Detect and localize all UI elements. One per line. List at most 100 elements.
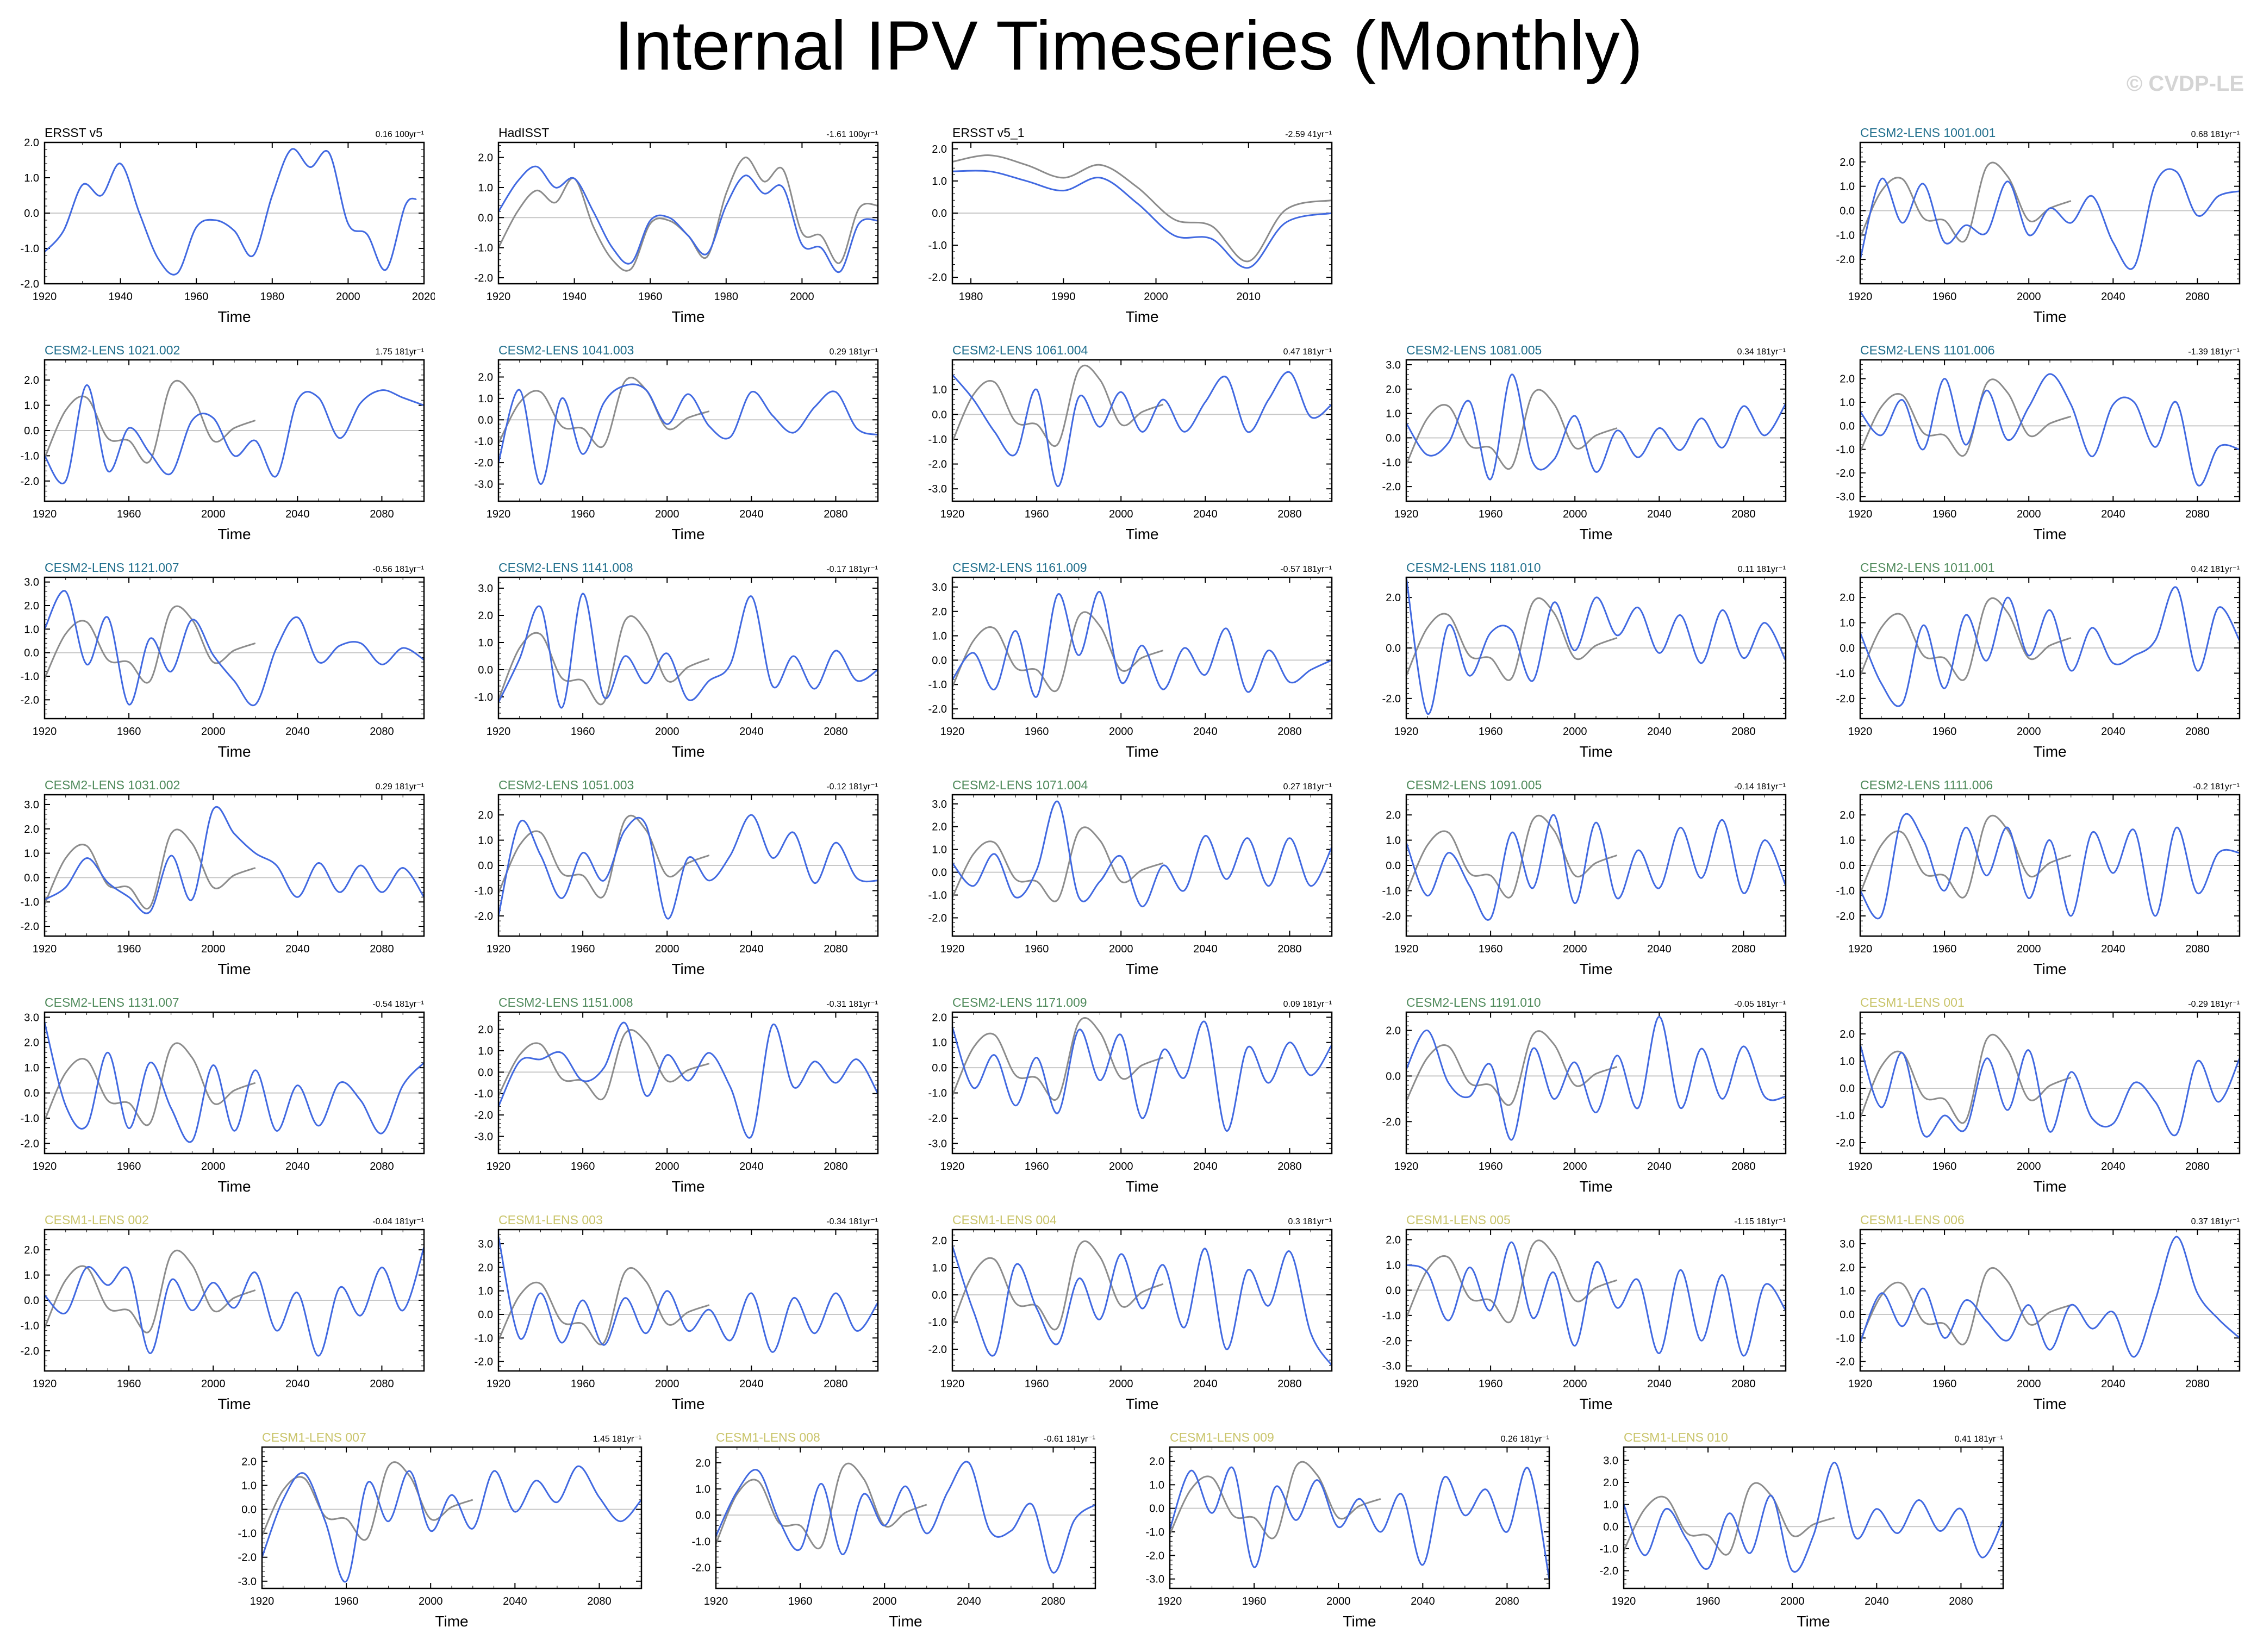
panel-5: CESM2-LENS 1041.003 0.29 181yr⁻¹ -3.0 -2.0 -… bbox=[475, 343, 879, 543]
y-tick-label: -2.0 bbox=[21, 1138, 39, 1150]
y-tick-label: 1.0 bbox=[1840, 1056, 1855, 1068]
x-axis-label: Time bbox=[1797, 1613, 1830, 1630]
y-tick-label: -1.0 bbox=[928, 240, 947, 252]
plot-frame bbox=[951, 1011, 1333, 1155]
x-tick-label: 2040 bbox=[503, 1595, 527, 1607]
x-tick-label: 2000 bbox=[655, 1161, 679, 1173]
series-line bbox=[715, 1461, 1096, 1574]
series-line bbox=[1169, 1466, 1550, 1579]
x-tick-label: 1920 bbox=[1612, 1595, 1636, 1607]
y-tick-label: 0.0 bbox=[478, 1067, 493, 1079]
y-tick-label: 0.0 bbox=[1386, 432, 1401, 444]
panel-14: CESM2-LENS 1031.002 0.29 181yr⁻¹ -2.0 -1.0 0… bbox=[21, 778, 425, 977]
x-axis-label: Time bbox=[2033, 526, 2066, 543]
x-tick-label: 2040 bbox=[1647, 726, 1672, 738]
y-tick-label: -2.0 bbox=[1382, 693, 1401, 705]
y-tick-label: -1.0 bbox=[21, 896, 39, 908]
x-tick-label: 1960 bbox=[1479, 943, 1503, 955]
plot-frame bbox=[1405, 1011, 1787, 1155]
series-line bbox=[1859, 586, 2241, 707]
x-tick-label: 1960 bbox=[1242, 1595, 1267, 1607]
reference-series-line bbox=[1405, 1030, 1618, 1106]
y-tick-label: -3.0 bbox=[1836, 491, 1855, 503]
x-tick-label: 2000 bbox=[2017, 943, 2041, 955]
y-tick-label: 2.0 bbox=[932, 1012, 947, 1024]
plot-frame bbox=[497, 359, 879, 502]
series-line bbox=[1405, 814, 1787, 921]
x-tick-label: 2000 bbox=[201, 943, 226, 955]
panel-10: CESM2-LENS 1141.008 -0.17 181yr⁻¹ -1.0 0.0 1… bbox=[475, 560, 879, 760]
y-tick-label: 1.0 bbox=[1840, 835, 1855, 847]
x-axis-label: Time bbox=[435, 1613, 468, 1630]
x-axis-label: Time bbox=[671, 1178, 704, 1195]
plot-frame bbox=[1405, 1229, 1787, 1372]
x-tick-label: 1940 bbox=[562, 291, 587, 303]
panel-4: CESM2-LENS 1021.002 1.75 181yr⁻¹ -2.0 -1.0 0… bbox=[21, 343, 425, 543]
y-tick-label: 1.0 bbox=[1386, 835, 1401, 847]
panel-title: CESM2-LENS 1181.010 bbox=[1406, 560, 1541, 575]
trend-label: 1.45 181yr⁻¹ bbox=[593, 1435, 641, 1444]
y-tick-label: 1.0 bbox=[932, 631, 947, 643]
panel-30: CESM1-LENS 008 -0.61 181yr⁻¹ -2.0 -1.0 0.0 1.… bbox=[692, 1430, 1096, 1630]
plot-frame bbox=[1405, 359, 1787, 502]
y-tick-label: 0.0 bbox=[478, 664, 493, 676]
y-tick-label: 2.0 bbox=[1386, 1025, 1401, 1037]
series-line bbox=[1859, 1044, 2241, 1138]
panel-title: CESM2-LENS 1041.003 bbox=[498, 343, 634, 357]
y-tick-label: -2.0 bbox=[1600, 1566, 1618, 1578]
panel-24: CESM1-LENS 002 -0.04 181yr⁻¹ -2.0 -1.0 0.0 1.… bbox=[21, 1213, 425, 1412]
y-tick-label: 1.0 bbox=[24, 1062, 39, 1074]
y-tick-label: 1.0 bbox=[1603, 1499, 1618, 1511]
y-tick-label: 0.0 bbox=[695, 1510, 710, 1522]
x-axis-label: Time bbox=[1125, 308, 1158, 325]
panel-title: CESM2-LENS 1141.008 bbox=[498, 560, 633, 575]
trend-label: 0.26 181yr⁻¹ bbox=[1501, 1435, 1549, 1444]
x-tick-label: 2000 bbox=[336, 291, 360, 303]
y-tick-label: -1.0 bbox=[21, 1113, 39, 1125]
panel-22: CESM2-LENS 1191.010 -0.05 181yr⁻¹ -2.0 0.0 2… bbox=[1382, 995, 1787, 1195]
x-tick-label: 2000 bbox=[2017, 291, 2041, 303]
y-tick-label: 1.0 bbox=[1840, 618, 1855, 629]
x-tick-label: 2080 bbox=[1495, 1595, 1519, 1607]
panel-title: CESM1-LENS 002 bbox=[45, 1213, 149, 1227]
y-tick-label: -2.0 bbox=[1382, 1116, 1401, 1128]
x-tick-label: 1920 bbox=[487, 943, 511, 955]
y-tick-label: -2.0 bbox=[238, 1552, 257, 1564]
reference-series-line bbox=[1859, 597, 2072, 681]
trend-label: -0.17 181yr⁻¹ bbox=[826, 565, 878, 574]
y-tick-label: -2.0 bbox=[928, 703, 947, 715]
reference-series-line bbox=[43, 1042, 256, 1126]
y-tick-label: 2.0 bbox=[478, 152, 493, 164]
series-line bbox=[44, 806, 425, 914]
x-axis-label: Time bbox=[1579, 961, 1612, 977]
y-tick-label: 2.0 bbox=[1840, 157, 1855, 169]
x-tick-label: 2000 bbox=[1109, 726, 1133, 738]
panel-title: CESM1-LENS 007 bbox=[262, 1430, 366, 1444]
x-tick-label: 1920 bbox=[33, 291, 57, 303]
y-tick-label: 1.0 bbox=[241, 1480, 257, 1492]
x-tick-label: 2000 bbox=[1563, 1378, 1587, 1390]
y-tick-label: 3.0 bbox=[1603, 1455, 1618, 1467]
x-axis-label: Time bbox=[1579, 743, 1612, 760]
y-tick-label: -1.0 bbox=[21, 243, 39, 255]
y-tick-label: 2.0 bbox=[1386, 592, 1401, 604]
x-tick-label: 2080 bbox=[2185, 1378, 2210, 1390]
y-tick-label: 1.0 bbox=[932, 1037, 947, 1049]
panel-title: CESM2-LENS 1051.003 bbox=[498, 778, 634, 792]
y-tick-label: 3.0 bbox=[24, 799, 39, 811]
panel-title: CESM1-LENS 005 bbox=[1406, 1213, 1511, 1227]
x-tick-label: 1920 bbox=[940, 1378, 965, 1390]
y-tick-label: -3.0 bbox=[238, 1576, 257, 1588]
x-tick-label: 1960 bbox=[334, 1595, 359, 1607]
plot-frame bbox=[1169, 1446, 1550, 1589]
y-tick-label: -1.0 bbox=[1600, 1543, 1618, 1555]
reference-series-line bbox=[1859, 161, 2072, 243]
x-tick-label: 2080 bbox=[1731, 726, 1756, 738]
panel-17: CESM2-LENS 1091.005 -0.14 181yr⁻¹ -2.0 -1.0… bbox=[1382, 778, 1787, 977]
x-tick-label: 1920 bbox=[487, 726, 511, 738]
series-line bbox=[1859, 813, 2240, 920]
y-tick-label: -1.0 bbox=[1836, 885, 1855, 897]
plot-frame bbox=[951, 1229, 1333, 1372]
panel-28: CESM1-LENS 006 0.37 181yr⁻¹ -2.0 -1.0 0.0 1.0… bbox=[1836, 1213, 2241, 1412]
x-tick-label: 2000 bbox=[1109, 1378, 1133, 1390]
